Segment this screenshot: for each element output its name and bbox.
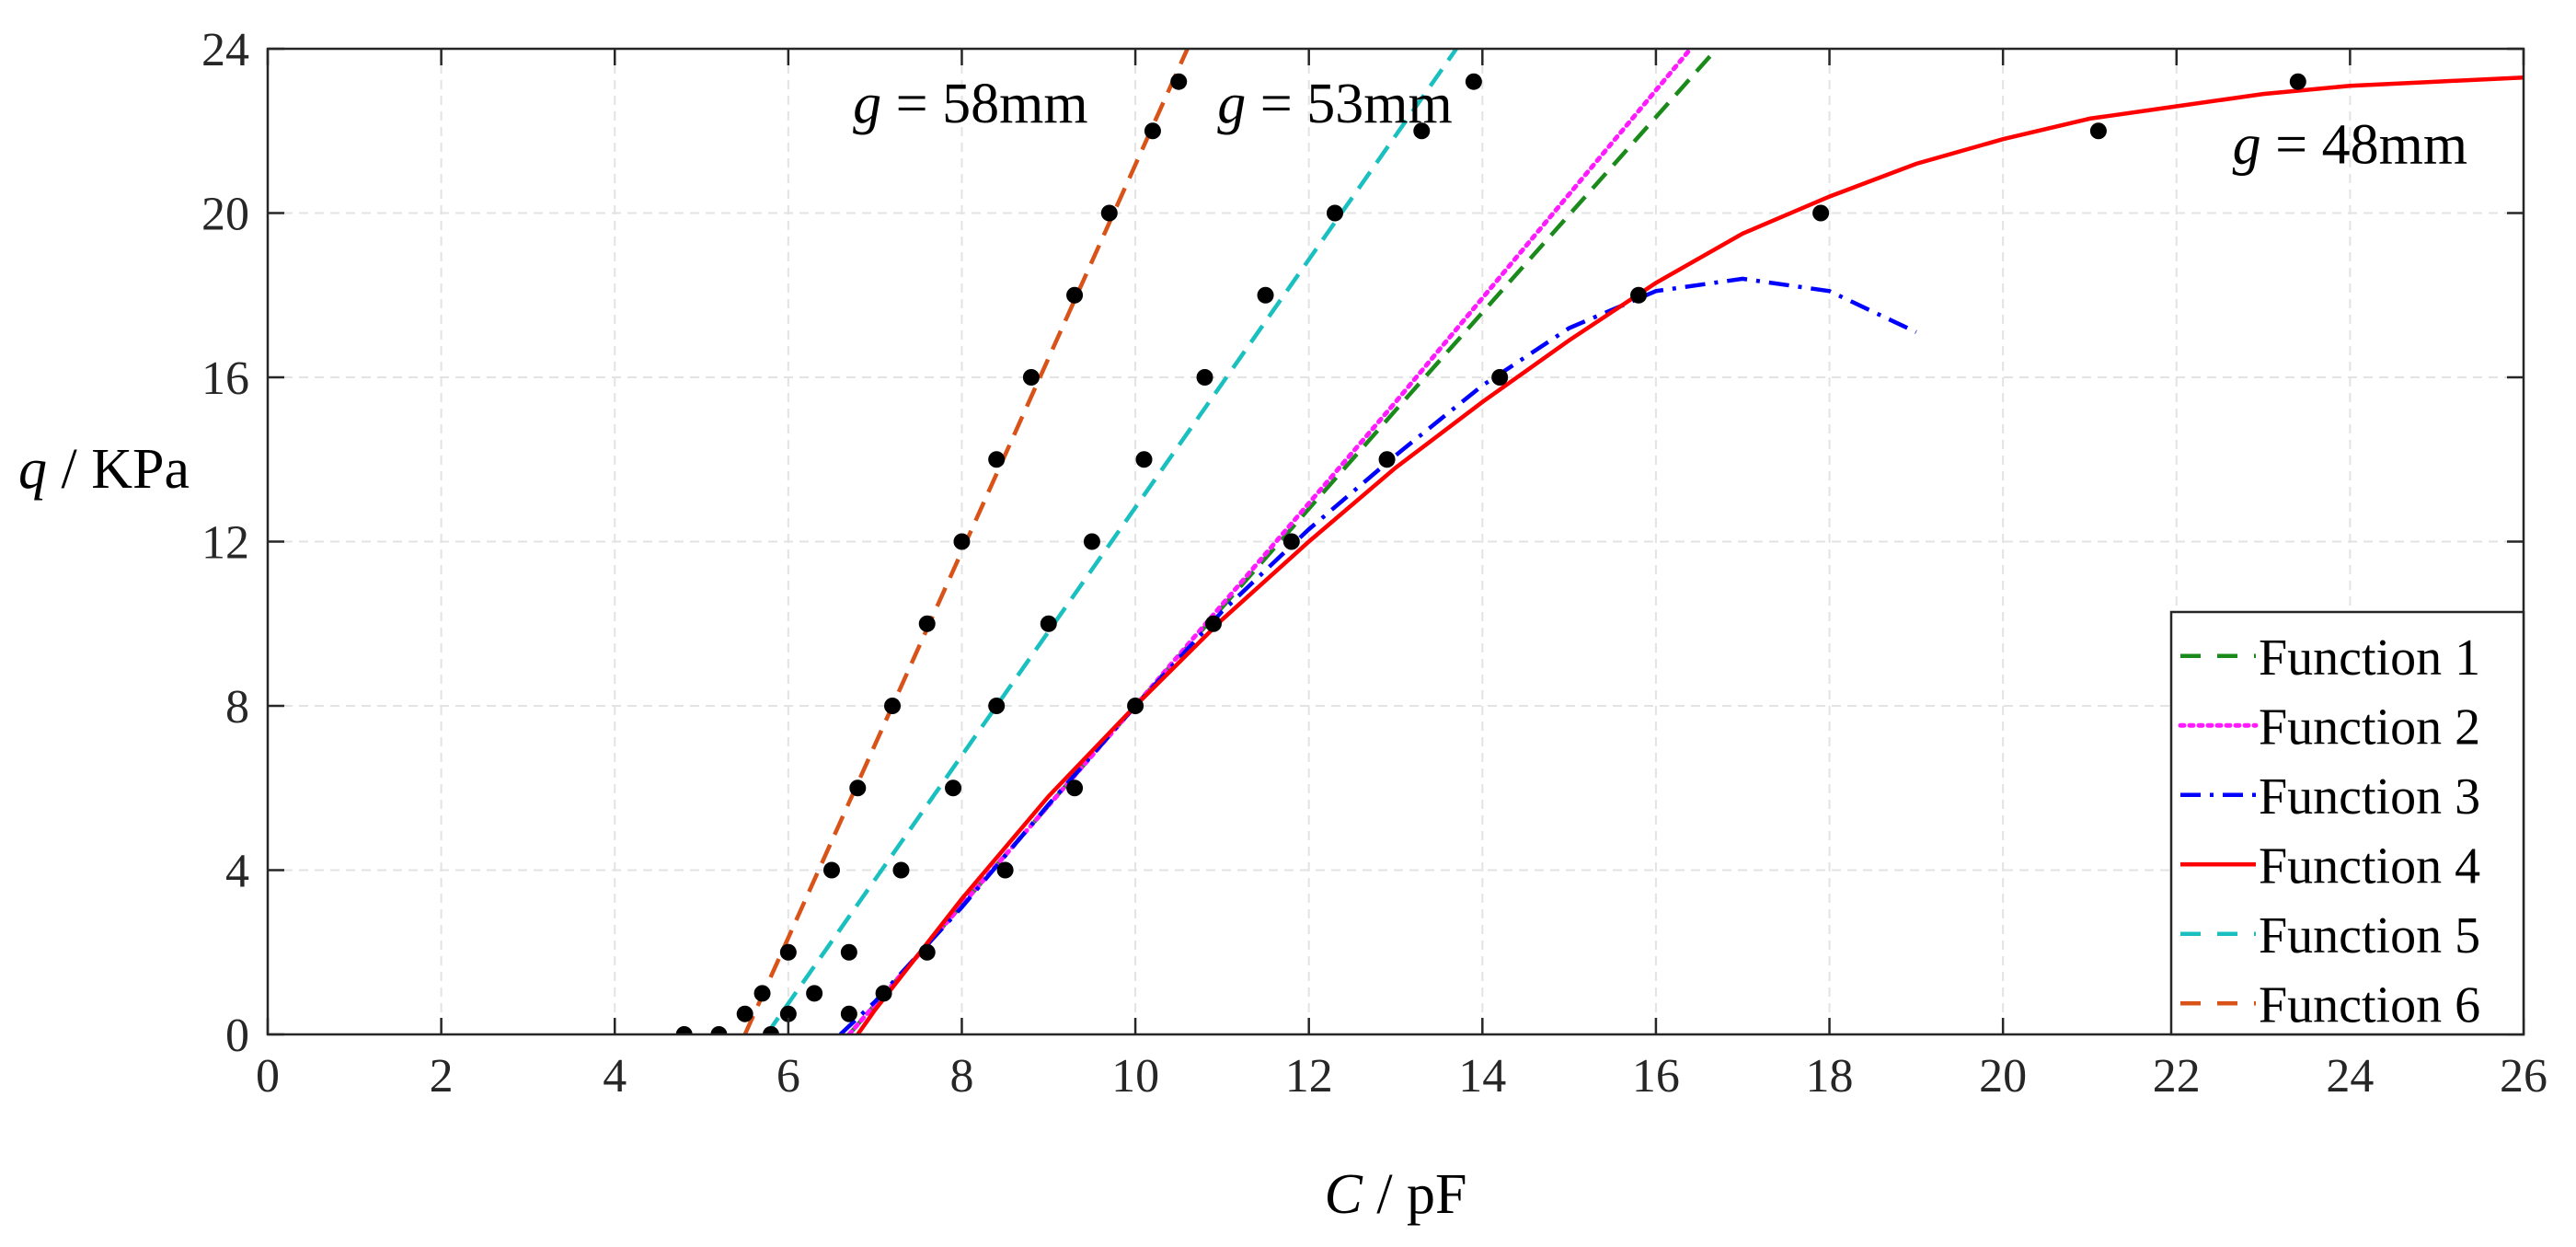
scatter-points	[675, 73, 2306, 1034]
data-point	[1083, 533, 1100, 550]
legend-box	[2169, 610, 2525, 1036]
data-point	[1465, 73, 1482, 90]
function-line-4	[856, 75, 2524, 1034]
data-point	[875, 985, 892, 1002]
data-point	[1135, 451, 1153, 468]
x-tick-label: 20	[1979, 1050, 2027, 1103]
y-tick-label: 20	[201, 189, 249, 241]
data-point	[1127, 698, 1144, 714]
x-tick-label: 2	[430, 1050, 454, 1103]
x-tick-label: 10	[1111, 1050, 1159, 1103]
x-tick-label: 26	[2500, 1050, 2547, 1103]
data-point	[840, 943, 857, 961]
data-point	[1144, 122, 1161, 140]
data-point	[1257, 286, 1274, 304]
data-point	[736, 1005, 753, 1022]
legend-label-5: Function 5	[2259, 907, 2480, 964]
data-point	[884, 698, 902, 714]
data-point	[1491, 369, 1509, 386]
legend-label-6: Function 6	[2259, 976, 2480, 1033]
data-point	[2089, 122, 2107, 140]
data-point	[1022, 369, 1040, 386]
legend-label-2: Function 2	[2259, 699, 2480, 756]
data-point	[918, 615, 936, 632]
x-tick-label: 6	[776, 1050, 800, 1103]
x-tick-label: 16	[1632, 1050, 1680, 1103]
x-tick-label: 12	[1285, 1050, 1333, 1103]
data-point	[1282, 533, 1300, 550]
data-point	[753, 985, 771, 1002]
data-point	[953, 533, 971, 550]
gap-annotation: g = 53mm	[1217, 73, 1452, 135]
y-tick-label: 0	[225, 1010, 249, 1062]
data-point	[892, 861, 910, 879]
data-point	[918, 943, 936, 961]
x-tick-label: 22	[2153, 1050, 2201, 1103]
data-point	[1204, 615, 1222, 632]
x-tick-label: 18	[1806, 1050, 1854, 1103]
y-axis-label: q / KPa	[18, 438, 190, 501]
data-point	[806, 985, 823, 1002]
data-point	[849, 779, 867, 797]
gap-annotation: g = 48mm	[2233, 114, 2467, 177]
data-point	[1630, 286, 1648, 304]
y-tick-label: 8	[225, 681, 249, 733]
data-point	[1326, 204, 1343, 222]
data-point	[988, 451, 1006, 468]
data-point	[840, 1005, 857, 1022]
data-point	[2289, 73, 2306, 90]
y-tick-label: 4	[225, 846, 249, 898]
x-tick-label: 0	[256, 1050, 280, 1103]
data-point	[823, 861, 840, 879]
function-line-2	[846, 49, 1694, 1034]
x-tick-label: 24	[2326, 1050, 2374, 1103]
data-point	[675, 1026, 693, 1034]
x-axis-label: C / pF	[1324, 1163, 1466, 1226]
data-point	[710, 1026, 728, 1034]
x-tick-label: 14	[1458, 1050, 1506, 1103]
y-tick-label: 24	[201, 24, 249, 76]
data-point	[1413, 122, 1431, 140]
data-point	[945, 779, 962, 797]
data-point	[988, 698, 1006, 714]
data-point	[1040, 615, 1057, 632]
function-line-1	[847, 49, 1719, 1034]
x-tick-label: 8	[949, 1050, 973, 1103]
legend-label-3: Function 3	[2259, 768, 2480, 826]
data-point	[996, 861, 1014, 879]
data-point	[1378, 451, 1396, 468]
legend-label-1: Function 1	[2259, 629, 2480, 687]
data-point	[1196, 369, 1213, 386]
function-line-3	[838, 276, 1917, 1034]
x-tick-label: 4	[603, 1050, 627, 1103]
data-point	[1170, 73, 1188, 90]
data-point	[762, 1026, 779, 1034]
y-tick-label: 12	[201, 517, 249, 570]
y-tick-label: 16	[201, 352, 249, 405]
data-point	[1100, 204, 1118, 222]
data-point	[779, 1005, 797, 1022]
data-point	[1066, 779, 1084, 797]
legend: Function 1 Function 2 Function 3 Function 4…	[2169, 610, 2525, 1036]
gap-annotation: g = 58mm	[853, 73, 1087, 135]
data-point	[1066, 286, 1084, 304]
legend-label-4: Function 4	[2259, 837, 2480, 895]
data-point	[1812, 204, 1830, 222]
data-point	[779, 943, 797, 961]
